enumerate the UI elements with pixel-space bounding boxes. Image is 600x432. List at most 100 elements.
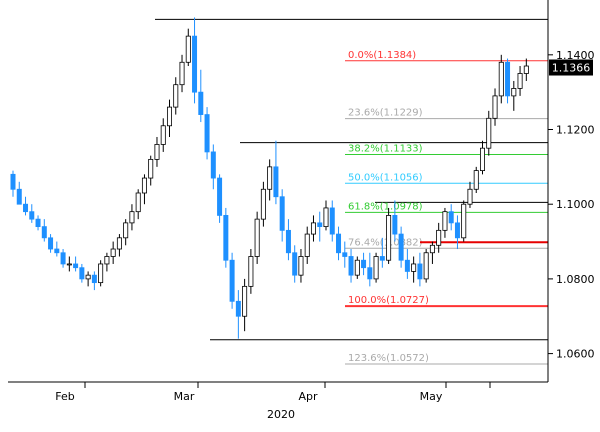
candle-body <box>41 226 47 239</box>
candle <box>373 252 379 283</box>
candle <box>317 211 323 242</box>
swing-lines <box>155 18 548 341</box>
candle <box>505 58 511 104</box>
candle-body <box>91 274 97 284</box>
candle <box>198 69 204 123</box>
candle-body <box>436 229 442 246</box>
candle <box>361 252 367 276</box>
candle <box>467 181 473 208</box>
candle-body <box>179 61 185 86</box>
candle <box>79 263 85 283</box>
candle <box>204 107 210 160</box>
candle <box>160 118 166 152</box>
candle <box>498 54 504 104</box>
candle <box>423 249 429 283</box>
candle-body <box>423 252 429 280</box>
candle-body <box>148 158 154 179</box>
candle-body <box>123 222 129 239</box>
candle <box>517 66 523 96</box>
candle <box>454 215 460 250</box>
candle-body <box>429 244 435 254</box>
candle <box>298 249 304 283</box>
candle <box>492 88 498 126</box>
fib-label: 23.6%(1.1229) <box>348 108 423 119</box>
candle <box>141 174 147 205</box>
candle <box>417 252 423 287</box>
candle <box>248 249 254 294</box>
candle <box>486 110 492 156</box>
candle-body <box>292 252 298 276</box>
candle <box>442 207 448 238</box>
candle-body <box>192 35 198 93</box>
candle-body <box>242 285 248 317</box>
candle <box>85 271 91 287</box>
x-tick-label-may: May <box>420 390 443 403</box>
fib-label: 61.8%(1.0978) <box>348 201 423 212</box>
x-tick-label-feb: Feb <box>55 390 74 403</box>
candle-body <box>461 203 467 239</box>
candle-body <box>448 211 454 224</box>
candle-body <box>354 259 360 276</box>
candle <box>479 140 485 175</box>
candle-body <box>323 207 329 228</box>
candle <box>367 252 373 287</box>
candle <box>310 215 316 242</box>
candle-body <box>479 147 485 171</box>
candle-body <box>98 263 104 284</box>
candle-body <box>304 233 310 257</box>
candle-body <box>141 177 147 194</box>
y-tick-label: 1.1400 <box>556 49 595 62</box>
candle-body <box>329 207 335 235</box>
candle <box>10 170 16 197</box>
y-axis-ticks: 1.1400 1.1200 1.1000 1.0800 1.0600 <box>548 49 595 361</box>
candle-body <box>204 114 210 153</box>
x-axis-ticks: Feb Mar Apr May 2020 <box>55 382 491 421</box>
candle-body <box>342 252 348 257</box>
last-price-badge: 1.1366 <box>549 59 593 76</box>
candle <box>185 28 191 67</box>
x-year-label: 2020 <box>267 408 295 421</box>
candle-body <box>60 252 66 265</box>
y-tick-label: 1.1000 <box>556 198 595 211</box>
candle-body <box>511 88 517 97</box>
candle <box>154 136 160 167</box>
fib-label: 0.0%(1.1384) <box>348 50 416 61</box>
candle <box>473 166 479 193</box>
candle <box>98 260 104 287</box>
candle <box>123 219 129 246</box>
candle <box>29 204 35 223</box>
candle-body <box>392 215 398 235</box>
candle-body <box>336 233 342 254</box>
x-tick-label-mar: Mar <box>174 390 195 403</box>
candle-body <box>454 222 460 239</box>
fib-levels: 0.0%(1.1384) 23.6%(1.1229) 38.2%(1.1133) 50… <box>345 50 548 365</box>
candle-body <box>279 196 285 231</box>
candle <box>60 249 66 268</box>
candle <box>411 256 417 283</box>
candle <box>429 241 435 264</box>
candle <box>104 252 110 272</box>
candle <box>304 226 310 264</box>
candle-body <box>110 248 116 257</box>
candle-body <box>310 222 316 235</box>
candle <box>210 144 216 190</box>
candle <box>329 200 335 242</box>
candle <box>523 58 529 81</box>
candle-body <box>85 274 91 280</box>
candle <box>135 189 141 220</box>
fib-label: 76.4%(1.0882) <box>348 237 423 248</box>
fib-label: 50.0%(1.1056) <box>348 172 423 183</box>
candle-body <box>173 84 179 108</box>
candle-body <box>492 95 498 119</box>
candle-body <box>217 177 223 216</box>
candle-body <box>248 256 254 287</box>
candle-body <box>411 263 417 272</box>
last-price-box <box>549 59 593 76</box>
candle-body <box>166 106 172 127</box>
candle-body <box>486 117 492 149</box>
candle-body <box>348 256 354 276</box>
candle-body <box>523 65 529 74</box>
candle-body <box>267 166 273 190</box>
candle-body <box>229 259 235 302</box>
